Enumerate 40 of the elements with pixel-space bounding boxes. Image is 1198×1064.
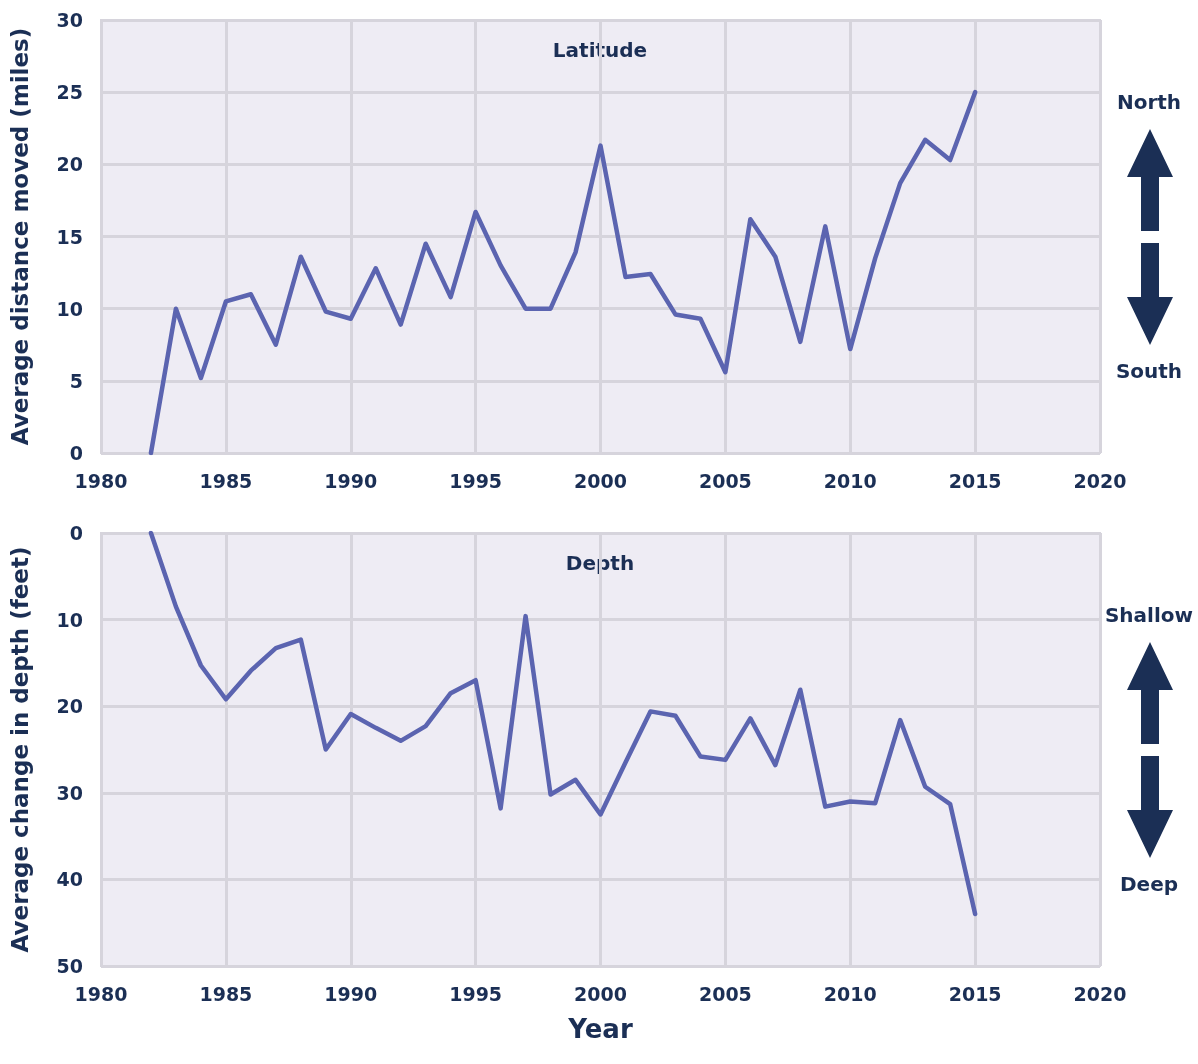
- x-tick-label: 1985: [199, 469, 253, 492]
- text: South: [1115, 358, 1183, 383]
- x-tick-label: 2000: [574, 469, 627, 492]
- y-tick-label: 30: [56, 9, 83, 31]
- x-tick-label: 1995: [449, 982, 503, 1005]
- x-tick-label: 2000: [574, 982, 627, 1005]
- y-tick-label: 20: [56, 153, 83, 176]
- y-tick-label: 20: [56, 695, 83, 718]
- y-axis-title: Average change in depth (feet): [6, 546, 33, 953]
- x-tick-label: 1990: [324, 982, 378, 1005]
- text: Deep: [1119, 871, 1179, 896]
- x-tick-label: 2020: [1073, 469, 1127, 492]
- y-tick-label: 5: [69, 369, 83, 392]
- y-tick-label: 50: [56, 955, 83, 977]
- y-tick-label: 10: [56, 297, 83, 320]
- line-series: [148, 89, 978, 456]
- y-tick-label: 25: [56, 81, 83, 104]
- y-tick-label: 30: [56, 781, 83, 804]
- x-tick-label: 2020: [1073, 982, 1127, 1005]
- line-series: [148, 530, 978, 917]
- y-tick-label: 10: [56, 608, 83, 631]
- x-tick-label: 1985: [199, 982, 253, 1005]
- x-tick-label: 2010: [823, 469, 877, 492]
- x-tick-label: 1980: [74, 469, 128, 492]
- y-tick-label: 0: [69, 442, 83, 464]
- y-tick-label: 15: [56, 225, 83, 248]
- x-tick-label: 1980: [74, 982, 128, 1005]
- x-tick-label: 1995: [449, 469, 503, 492]
- text: Shallow: [1104, 603, 1194, 628]
- text: North: [1116, 90, 1182, 115]
- x-tick-label: 2015: [948, 469, 1002, 492]
- x-tick-label: 2015: [948, 982, 1002, 1005]
- x-tick-label: 2005: [698, 469, 752, 492]
- y-tick-label: 0: [69, 522, 83, 544]
- x-tick-label: 1990: [324, 469, 378, 492]
- y-axis-title: Average distance moved (miles): [6, 27, 33, 446]
- x-tick-label: 2010: [823, 982, 877, 1005]
- x-tick-label: 2005: [698, 982, 752, 1005]
- x-axis-title: Year: [567, 1014, 633, 1044]
- y-tick-label: 40: [56, 868, 83, 891]
